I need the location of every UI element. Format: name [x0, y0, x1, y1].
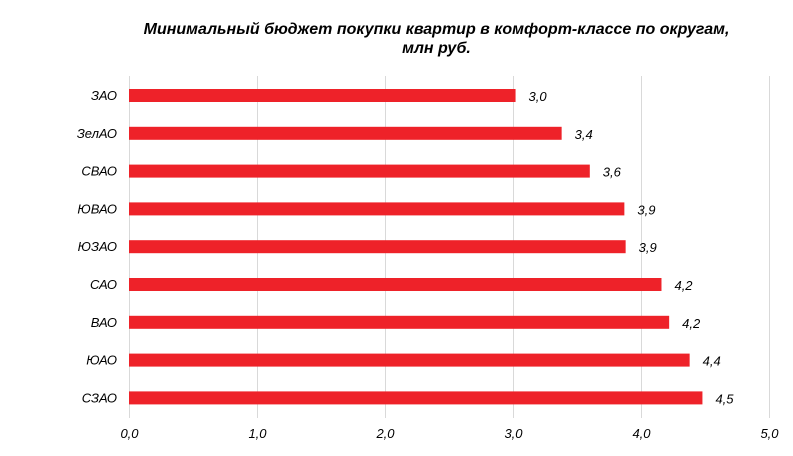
value-label: 4,2	[682, 316, 701, 331]
value-label: 3,9	[637, 202, 655, 217]
value-label: 3,4	[575, 127, 593, 142]
value-label: 4,2	[674, 278, 693, 293]
labels: 0,0 1,0 2,0 3,0 4,0 5,0 ЗАО 3,0 ЗелАО 3,4 СВАО 3,6 Ю…	[77, 88, 779, 441]
x-tick-label: 1,0	[248, 426, 267, 441]
bar	[129, 89, 516, 102]
category-label: СВАО	[81, 164, 117, 179]
bars	[129, 89, 703, 405]
category-label: ВАО	[91, 315, 117, 330]
chart-title-line-1: Минимальный бюджет покупки квартир в ком…	[143, 21, 730, 38]
bar	[129, 126, 562, 140]
chart-title: Минимальный бюджет покупки квартир в ком…	[0, 20, 793, 58]
value-label: 4,5	[715, 391, 734, 406]
bar	[129, 164, 590, 178]
x-tick-label: 5,0	[760, 426, 779, 441]
category-label: СЗАО	[82, 390, 117, 405]
x-tick-label: 0,0	[120, 426, 139, 441]
x-tick-label: 3,0	[504, 426, 523, 441]
chart-title-line-2: млн руб.	[402, 40, 471, 57]
value-label: 4,4	[703, 354, 721, 369]
x-tick-label: 4,0	[632, 426, 651, 441]
value-label: 3,6	[603, 165, 622, 180]
category-label: ЮАО	[86, 353, 117, 368]
category-label: ЮВАО	[77, 201, 117, 216]
x-tick-label: 2,0	[375, 426, 395, 441]
category-label: ЗАО	[91, 88, 117, 103]
bar	[129, 353, 690, 367]
value-label: 3,0	[529, 89, 548, 104]
bar	[129, 391, 703, 405]
bar	[129, 278, 662, 291]
category-label: ЮЗАО	[78, 239, 117, 254]
category-label: ЗелАО	[77, 126, 117, 141]
bar	[129, 240, 626, 254]
bar	[129, 315, 670, 329]
category-label: САО	[90, 277, 117, 292]
bar	[129, 202, 625, 216]
value-label: 3,9	[639, 240, 657, 255]
